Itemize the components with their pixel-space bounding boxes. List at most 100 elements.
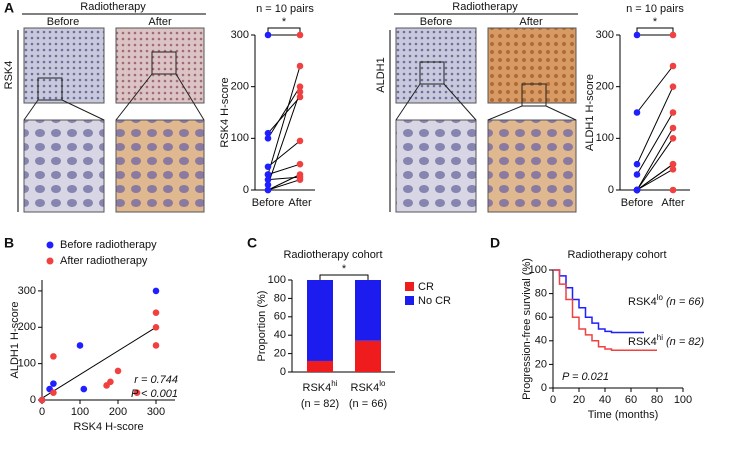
y-axis-label: Progression-free survival (%) [521, 258, 533, 400]
significance-bracket [636, 27, 674, 33]
curve-label-part: RSK4 [628, 336, 657, 348]
point [264, 176, 272, 183]
category-n: (n = 66) [349, 398, 387, 410]
y-tick-label: 0 [30, 394, 36, 406]
y-tick-label: 80 [535, 288, 547, 300]
y-tick-label: 100 [268, 274, 286, 286]
significance: * [342, 263, 347, 275]
point [296, 88, 304, 96]
point [103, 382, 110, 389]
legend-label: CR [418, 281, 434, 293]
y-axis-label: ALDH1 H-score [9, 301, 21, 378]
x-tick-label-part: RSK4 [351, 382, 380, 394]
pair-line [267, 140, 301, 168]
stat: P < 0.001 [131, 388, 178, 400]
y-tick-label: 0 [243, 184, 249, 196]
pair-line [267, 96, 301, 134]
legend-marker [405, 296, 414, 305]
y-tick-label: 40 [274, 329, 286, 341]
ihc-header: Radiotherapy [452, 1, 518, 13]
point [114, 367, 122, 375]
x-tick-label: 60 [625, 394, 637, 406]
y-axis-label: Proportion (%) [256, 291, 268, 362]
legend-label: No CR [418, 295, 451, 307]
y-tick-label: 200 [596, 81, 614, 93]
ihc-image [23, 119, 105, 213]
pair-line [267, 179, 301, 191]
y-tick-label: 40 [535, 335, 547, 347]
point [669, 83, 677, 90]
point [296, 171, 304, 178]
pair-line [267, 176, 301, 181]
fit-line [41, 326, 157, 399]
point [633, 109, 641, 116]
x-tick-label: 0 [550, 394, 556, 406]
pair-line [636, 168, 674, 191]
ihc-before: Before [420, 16, 452, 28]
x-tick-label: 80 [651, 394, 663, 406]
y-axis-label: RSK4 H-score [219, 77, 231, 147]
pair-line [267, 174, 301, 191]
y-tick-label: 80 [274, 292, 286, 304]
x-tick-label: Before [621, 197, 653, 209]
point [152, 342, 160, 349]
bar-segment [307, 360, 333, 372]
ihc-marker: ALDH1 [375, 57, 387, 92]
x-tick-label: RSK4hi [303, 379, 338, 394]
point [152, 323, 160, 331]
point [50, 389, 57, 397]
panel-label: B [4, 235, 14, 251]
ihc-block: Radiotherapy Before After RSK4 [3, 1, 206, 213]
point [80, 385, 88, 393]
y-tick-label: 60 [535, 311, 547, 323]
point [296, 160, 304, 168]
point [296, 83, 304, 90]
point [669, 109, 677, 116]
x-tick-label-part: hi [331, 379, 337, 388]
y-tick-label: 20 [535, 358, 547, 370]
ihc-image [487, 119, 577, 213]
panel-label: C [247, 235, 257, 251]
survival-curve [553, 269, 657, 351]
panel-label: D [490, 235, 500, 251]
x-axis-label: Time (months) [588, 409, 659, 421]
ihc-image [395, 119, 477, 213]
legend-label: After radiotherapy [60, 255, 148, 267]
x-tick-label: 20 [573, 394, 585, 406]
curve-label: RSK4lo (n = 66) [628, 293, 705, 308]
point [133, 389, 141, 397]
curve-label-part: RSK4 [628, 296, 657, 308]
pair-line [267, 86, 301, 139]
y-tick-label: 200 [18, 321, 36, 333]
zoom-lines [395, 83, 577, 121]
pair-line [267, 163, 301, 175]
point [296, 176, 304, 183]
point [633, 186, 641, 194]
ihc-block: Radiotherapy Before After ALDH1 [375, 1, 578, 213]
y-tick-label: 300 [596, 29, 614, 41]
point [264, 186, 272, 194]
point [264, 171, 272, 178]
zoom-lines [23, 73, 205, 121]
chart-title: n = 10 pairs [626, 3, 684, 15]
ihc-image [115, 27, 205, 104]
significance: * [653, 16, 658, 28]
point [669, 186, 677, 194]
legend-marker [405, 282, 414, 291]
y-tick-label: 300 [18, 285, 36, 297]
survival-curve [553, 269, 644, 334]
y-tick-label: 60 [274, 311, 286, 323]
point [264, 181, 272, 189]
point [669, 31, 677, 39]
x-tick-label: Before [252, 197, 284, 209]
x-axis-label: RSK4 H-score [73, 421, 143, 433]
x-tick-label-part: RSK4 [303, 382, 332, 394]
x-tick-label: 300 [147, 406, 165, 418]
stat: r = 0.744 [134, 374, 178, 386]
point [264, 31, 272, 39]
significance-bracket [319, 274, 369, 280]
y-tick-label: 100 [596, 132, 614, 144]
point [152, 309, 160, 317]
y-tick-label: 20 [274, 348, 286, 360]
